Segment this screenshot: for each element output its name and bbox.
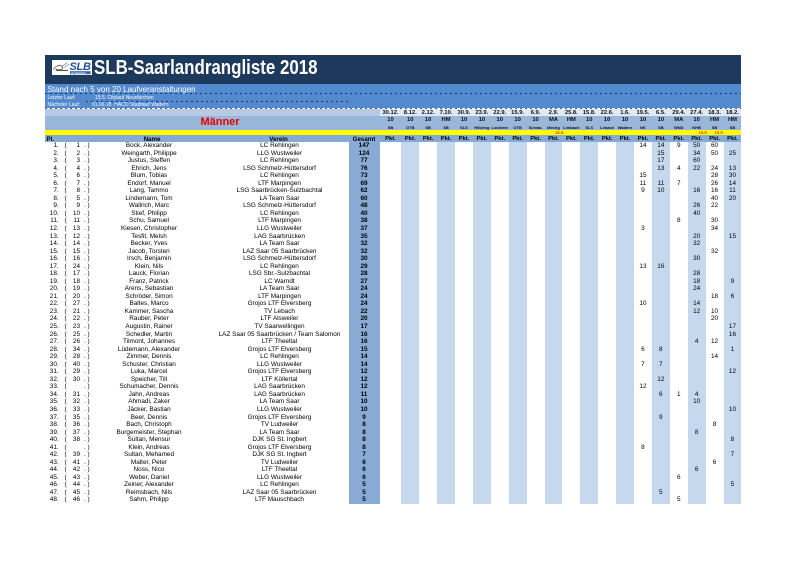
svg-text:im Saarland: im Saarland [71,71,86,75]
svg-text:SLB: SLB [70,61,91,73]
